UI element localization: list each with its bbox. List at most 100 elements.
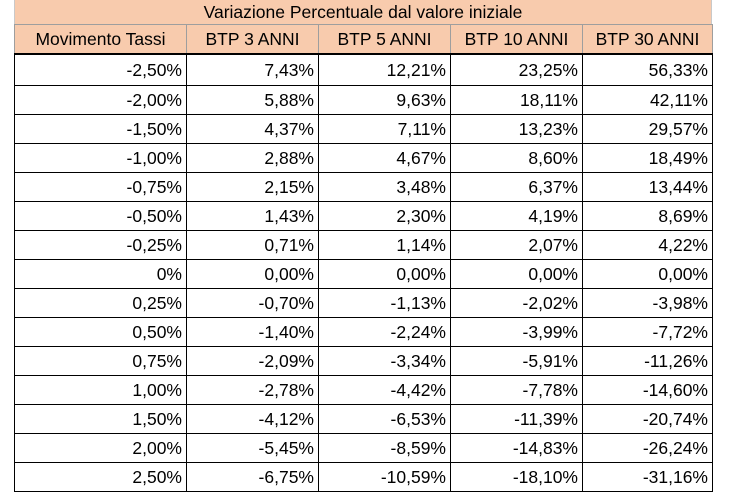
cell-btp-5-anni[interactable]: -4,42% bbox=[318, 375, 451, 405]
cell-btp-3-anni[interactable]: 0,00% bbox=[186, 259, 319, 289]
cell-btp-5-anni[interactable]: -6,53% bbox=[318, 404, 451, 434]
cell-btp-30-anni[interactable]: -14,60% bbox=[582, 375, 713, 405]
table-row: 1,50% -4,12% -6,53% -11,39% -20,74% bbox=[14, 404, 713, 434]
cell-btp-5-anni[interactable]: -8,59% bbox=[318, 433, 451, 463]
cell-movimento-tassi[interactable]: 1,00% bbox=[14, 375, 187, 405]
cell-btp-3-anni[interactable]: 4,37% bbox=[186, 114, 319, 144]
cell-movimento-tassi[interactable]: -2,00% bbox=[14, 85, 187, 115]
cell-btp-10-anni[interactable]: -14,83% bbox=[450, 433, 583, 463]
cell-btp-30-anni[interactable]: 8,69% bbox=[582, 201, 713, 231]
table-row: -1,00% 2,88% 4,67% 8,60% 18,49% bbox=[14, 143, 713, 173]
cell-movimento-tassi[interactable]: 0,75% bbox=[14, 346, 187, 376]
header-row: Movimento Tassi BTP 3 ANNI BTP 5 ANNI BT… bbox=[14, 24, 713, 55]
table-row: 2,00% -5,45% -8,59% -14,83% -26,24% bbox=[14, 433, 713, 463]
table-row: 2,50% -6,75% -10,59% -18,10% -31,16% bbox=[14, 462, 713, 492]
cell-btp-10-anni[interactable]: 4,19% bbox=[450, 201, 583, 231]
cell-btp-3-anni[interactable]: -2,78% bbox=[186, 375, 319, 405]
table-row: -2,00% 5,88% 9,63% 18,11% 42,11% bbox=[14, 85, 713, 115]
cell-btp-10-anni[interactable]: 23,25% bbox=[450, 53, 583, 86]
table-row: -0,50% 1,43% 2,30% 4,19% 8,69% bbox=[14, 201, 713, 231]
rates-table: Movimento Tassi BTP 3 ANNI BTP 5 ANNI BT… bbox=[14, 24, 713, 492]
cell-btp-30-anni[interactable]: 18,49% bbox=[582, 143, 713, 173]
cell-btp-30-anni[interactable]: -26,24% bbox=[582, 433, 713, 463]
cell-btp-5-anni[interactable]: 12,21% bbox=[318, 53, 451, 86]
cell-movimento-tassi[interactable]: 0,50% bbox=[14, 317, 187, 347]
cell-btp-5-anni[interactable]: -1,13% bbox=[318, 288, 451, 318]
cell-btp-30-anni[interactable]: 13,44% bbox=[582, 172, 713, 202]
cell-btp-30-anni[interactable]: 0,00% bbox=[582, 259, 713, 289]
cell-btp-5-anni[interactable]: 1,14% bbox=[318, 230, 451, 260]
cell-btp-10-anni[interactable]: 0,00% bbox=[450, 259, 583, 289]
cell-movimento-tassi[interactable]: -0,25% bbox=[14, 230, 187, 260]
table-row: 0,50% -1,40% -2,24% -3,99% -7,72% bbox=[14, 317, 713, 347]
table-title[interactable]: Variazione Percentuale dal valore inizia… bbox=[14, 0, 712, 24]
cell-movimento-tassi[interactable]: 2,00% bbox=[14, 433, 187, 463]
cell-btp-5-anni[interactable]: 2,30% bbox=[318, 201, 451, 231]
cell-movimento-tassi[interactable]: 0% bbox=[14, 259, 187, 289]
cell-btp-30-anni[interactable]: -20,74% bbox=[582, 404, 713, 434]
cell-movimento-tassi[interactable]: -2,50% bbox=[14, 53, 187, 86]
cell-btp-5-anni[interactable]: 3,48% bbox=[318, 172, 451, 202]
cell-btp-30-anni[interactable]: -3,98% bbox=[582, 288, 713, 318]
cell-btp-3-anni[interactable]: -6,75% bbox=[186, 462, 319, 492]
cell-movimento-tassi[interactable]: -1,00% bbox=[14, 143, 187, 173]
cell-btp-5-anni[interactable]: 7,11% bbox=[318, 114, 451, 144]
cell-btp-5-anni[interactable]: 9,63% bbox=[318, 85, 451, 115]
header-btp-3-anni[interactable]: BTP 3 ANNI bbox=[186, 24, 319, 55]
cell-btp-10-anni[interactable]: 18,11% bbox=[450, 85, 583, 115]
cell-btp-3-anni[interactable]: -2,09% bbox=[186, 346, 319, 376]
cell-btp-30-anni[interactable]: 29,57% bbox=[582, 114, 713, 144]
cell-movimento-tassi[interactable]: 1,50% bbox=[14, 404, 187, 434]
cell-btp-30-anni[interactable]: 42,11% bbox=[582, 85, 713, 115]
cell-btp-30-anni[interactable]: 4,22% bbox=[582, 230, 713, 260]
header-btp-10-anni[interactable]: BTP 10 ANNI bbox=[450, 24, 583, 55]
table-row: -1,50% 4,37% 7,11% 13,23% 29,57% bbox=[14, 114, 713, 144]
cell-btp-3-anni[interactable]: -5,45% bbox=[186, 433, 319, 463]
cell-btp-3-anni[interactable]: 5,88% bbox=[186, 85, 319, 115]
cell-btp-3-anni[interactable]: 7,43% bbox=[186, 53, 319, 86]
cell-btp-30-anni[interactable]: -11,26% bbox=[582, 346, 713, 376]
cell-btp-10-anni[interactable]: 13,23% bbox=[450, 114, 583, 144]
cell-btp-5-anni[interactable]: -2,24% bbox=[318, 317, 451, 347]
cell-btp-10-anni[interactable]: -11,39% bbox=[450, 404, 583, 434]
cell-btp-30-anni[interactable]: -31,16% bbox=[582, 462, 713, 492]
cell-btp-10-anni[interactable]: -5,91% bbox=[450, 346, 583, 376]
cell-btp-10-anni[interactable]: -2,02% bbox=[450, 288, 583, 318]
cell-btp-3-anni[interactable]: 2,15% bbox=[186, 172, 319, 202]
table-row: -2,50% 7,43% 12,21% 23,25% 56,33% bbox=[14, 53, 713, 86]
cell-btp-5-anni[interactable]: 0,00% bbox=[318, 259, 451, 289]
table-row: 0,75% -2,09% -3,34% -5,91% -11,26% bbox=[14, 346, 713, 376]
cell-btp-5-anni[interactable]: -3,34% bbox=[318, 346, 451, 376]
table-row: -0,75% 2,15% 3,48% 6,37% 13,44% bbox=[14, 172, 713, 202]
cell-movimento-tassi[interactable]: 2,50% bbox=[14, 462, 187, 492]
table-row: 1,00% -2,78% -4,42% -7,78% -14,60% bbox=[14, 375, 713, 405]
cell-btp-3-anni[interactable]: -4,12% bbox=[186, 404, 319, 434]
cell-movimento-tassi[interactable]: -1,50% bbox=[14, 114, 187, 144]
cell-btp-3-anni[interactable]: -0,70% bbox=[186, 288, 319, 318]
cell-movimento-tassi[interactable]: -0,75% bbox=[14, 172, 187, 202]
cell-btp-30-anni[interactable]: 56,33% bbox=[582, 53, 713, 86]
cell-btp-5-anni[interactable]: 4,67% bbox=[318, 143, 451, 173]
header-btp-30-anni[interactable]: BTP 30 ANNI bbox=[582, 24, 713, 55]
spreadsheet: Variazione Percentuale dal valore inizia… bbox=[14, 0, 713, 492]
table-row: 0,25% -0,70% -1,13% -2,02% -3,98% bbox=[14, 288, 713, 318]
cell-btp-30-anni[interactable]: -7,72% bbox=[582, 317, 713, 347]
cell-btp-10-anni[interactable]: 2,07% bbox=[450, 230, 583, 260]
cell-btp-10-anni[interactable]: -18,10% bbox=[450, 462, 583, 492]
cell-btp-10-anni[interactable]: -7,78% bbox=[450, 375, 583, 405]
cell-btp-3-anni[interactable]: 2,88% bbox=[186, 143, 319, 173]
cell-btp-10-anni[interactable]: 6,37% bbox=[450, 172, 583, 202]
header-movimento-tassi[interactable]: Movimento Tassi bbox=[14, 24, 187, 55]
cell-btp-3-anni[interactable]: 1,43% bbox=[186, 201, 319, 231]
cell-movimento-tassi[interactable]: 0,25% bbox=[14, 288, 187, 318]
cell-btp-3-anni[interactable]: 0,71% bbox=[186, 230, 319, 260]
table-row: 0% 0,00% 0,00% 0,00% 0,00% bbox=[14, 259, 713, 289]
cell-btp-10-anni[interactable]: -3,99% bbox=[450, 317, 583, 347]
cell-btp-3-anni[interactable]: -1,40% bbox=[186, 317, 319, 347]
header-btp-5-anni[interactable]: BTP 5 ANNI bbox=[318, 24, 451, 55]
cell-btp-5-anni[interactable]: -10,59% bbox=[318, 462, 451, 492]
table-body: -2,50% 7,43% 12,21% 23,25% 56,33% -2,00% 5,88%… bbox=[14, 53, 713, 492]
table-row: -0,25% 0,71% 1,14% 2,07% 4,22% bbox=[14, 230, 713, 260]
cell-movimento-tassi[interactable]: -0,50% bbox=[14, 201, 187, 231]
cell-btp-10-anni[interactable]: 8,60% bbox=[450, 143, 583, 173]
